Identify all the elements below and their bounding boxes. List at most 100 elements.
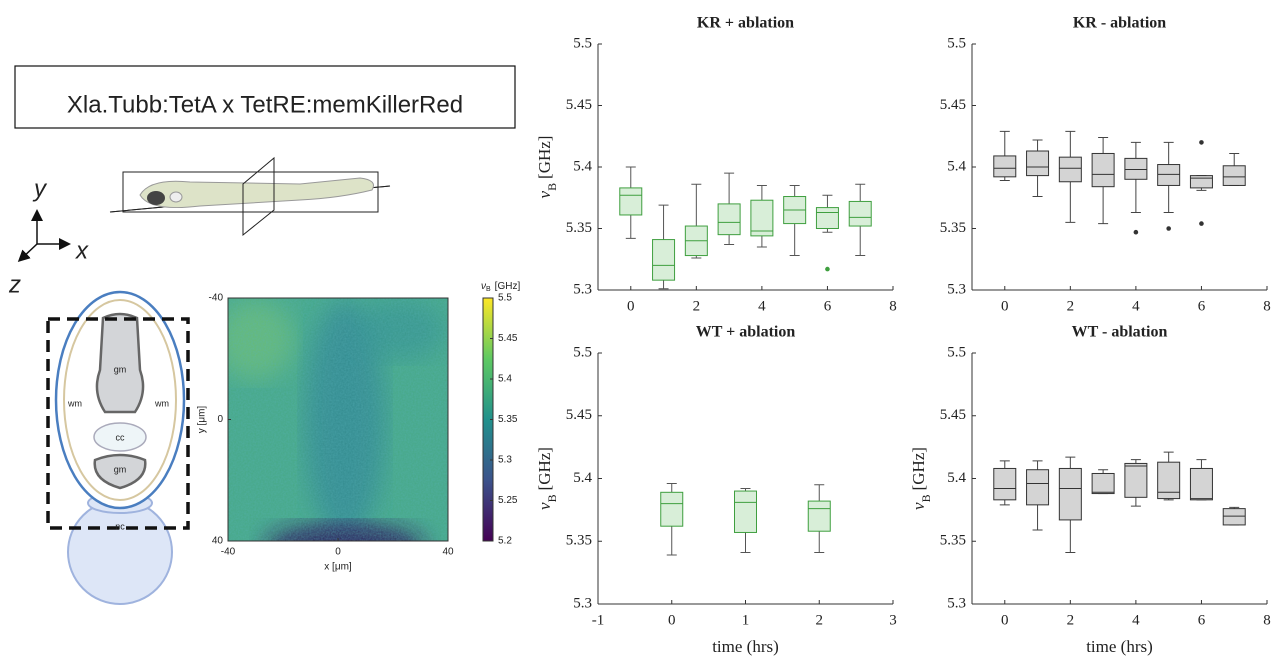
outlier xyxy=(825,266,830,272)
box xyxy=(993,467,1017,501)
label-gm: gm xyxy=(114,364,127,374)
y-tick-label: 5.4 xyxy=(573,158,592,174)
colorbar-tick-label: 5.2 xyxy=(498,536,512,547)
label-subscript: B xyxy=(545,183,559,191)
whisker-high xyxy=(691,183,702,227)
y-axis-label: νB [GHz] xyxy=(535,447,559,510)
label-unit: [GHz] xyxy=(909,447,928,490)
whisker-high xyxy=(999,130,1010,156)
colorbar-tick-label: 5.5 xyxy=(498,293,512,304)
label-cc: cc xyxy=(116,432,126,442)
x-tick-label: 0 xyxy=(1001,298,1009,314)
whisker-high xyxy=(666,483,677,493)
x-axis-label: x [μm] xyxy=(324,562,352,573)
colorbar xyxy=(483,298,493,541)
label-wm: wm xyxy=(154,398,169,408)
box xyxy=(1222,508,1246,526)
box xyxy=(1058,156,1082,183)
y-axis-label: νB [GHz] xyxy=(535,136,559,199)
x-tick-label: 4 xyxy=(758,298,766,314)
whisker-high xyxy=(1130,141,1141,159)
box xyxy=(1058,467,1082,521)
heatmap-image xyxy=(228,298,448,541)
whisker-high xyxy=(1229,152,1240,166)
x-tick-label: 8 xyxy=(1263,612,1271,628)
y-tick-label: 5.45 xyxy=(940,407,966,423)
box xyxy=(1091,152,1115,188)
box xyxy=(1222,165,1246,186)
colorbar-tick-label: 5.4 xyxy=(498,374,512,385)
whisker-high xyxy=(1130,459,1141,464)
y-tick-label: 5.35 xyxy=(566,220,592,236)
outlier xyxy=(1199,140,1204,145)
whisker-high xyxy=(814,484,825,502)
box xyxy=(993,155,1017,178)
whisker-low xyxy=(666,526,677,556)
whisker-low xyxy=(814,531,825,554)
y-tick-label: 5.5 xyxy=(573,35,592,51)
x-tick-label: 8 xyxy=(889,298,897,314)
x-tick-label: 6 xyxy=(824,298,832,314)
label-symbol: ν xyxy=(535,190,554,198)
x-tick-label: 1 xyxy=(742,612,750,628)
construct-box xyxy=(14,65,516,129)
whisker-low xyxy=(756,235,767,248)
x-tick-label: 4 xyxy=(1132,298,1140,314)
box xyxy=(1124,462,1148,498)
box xyxy=(652,239,676,281)
whisker-low xyxy=(855,226,866,257)
triad-x: x xyxy=(75,237,89,264)
y-tick-label: 0 xyxy=(217,414,223,425)
triad-y: y xyxy=(32,175,48,202)
whisker-high xyxy=(1163,451,1174,463)
x-tick-label: 0 xyxy=(627,298,635,314)
y-tick-label: 5.35 xyxy=(940,533,966,549)
chart-title: KR + ablation xyxy=(697,15,794,32)
x-tick-label: 8 xyxy=(1263,298,1271,314)
fish-illustration xyxy=(109,156,391,237)
x-tick-label: 40 xyxy=(442,547,454,558)
chart-title: WT + ablation xyxy=(696,324,796,341)
whisker-high xyxy=(1032,139,1043,152)
construct-label: Xla.Tubb:TetA x TetRE:memKillerRed xyxy=(67,91,463,118)
label-subscript: B xyxy=(486,286,491,293)
y-tick-label: 5.4 xyxy=(573,470,592,486)
box xyxy=(848,200,872,227)
x-axis-label: time (hrs) xyxy=(1086,637,1153,656)
box xyxy=(1026,469,1050,506)
y-axis-label: y [μm] xyxy=(197,406,208,434)
box xyxy=(1124,157,1148,180)
label-symbol: ν xyxy=(481,281,486,292)
label-unit: [GHz] xyxy=(535,447,554,490)
whisker-high xyxy=(1098,136,1109,154)
colorbar-tick-label: 5.3 xyxy=(498,455,512,466)
y-tick-label: 5.3 xyxy=(947,595,966,611)
whisker-high xyxy=(999,460,1010,469)
y-tick-label: -40 xyxy=(209,293,224,304)
axis-triad: y x z xyxy=(8,175,89,298)
label-unit: [GHz] xyxy=(495,281,521,292)
x-tick-label: 0 xyxy=(335,547,341,558)
label-subscript: B xyxy=(545,494,559,502)
x-tick-label: 4 xyxy=(1132,612,1140,628)
box xyxy=(815,207,839,229)
label-symbol: ν xyxy=(535,502,554,510)
y-tick-label: 5.45 xyxy=(566,407,592,423)
y-tick-label: 5.5 xyxy=(573,344,592,360)
box xyxy=(619,187,643,216)
outlier xyxy=(1166,226,1171,231)
whisker-high xyxy=(789,184,800,197)
y-tick-label: 5.5 xyxy=(947,344,966,360)
box xyxy=(1189,467,1213,501)
whisker-high xyxy=(1196,459,1207,469)
y-tick-label: 5.35 xyxy=(940,220,966,236)
whisker-high xyxy=(822,194,833,208)
chart-title: WT - ablation xyxy=(1072,324,1168,341)
whisker-low xyxy=(740,532,751,554)
chart-title: KR - ablation xyxy=(1073,15,1166,32)
whisker-low xyxy=(999,499,1010,506)
box xyxy=(807,500,831,532)
whisker-low xyxy=(1130,497,1141,507)
box xyxy=(717,203,741,236)
